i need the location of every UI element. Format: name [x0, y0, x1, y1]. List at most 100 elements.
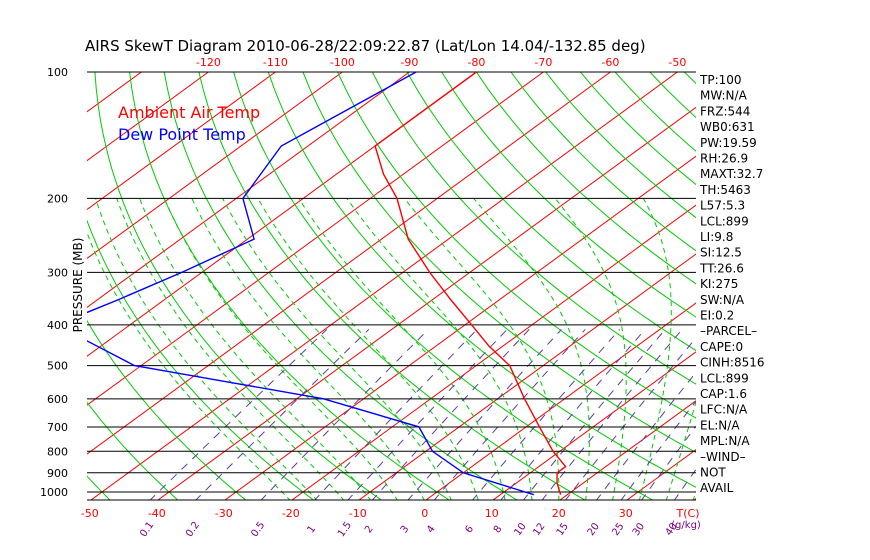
dry-adiabat-line — [198, 72, 586, 500]
moist-adiabat-line — [95, 198, 318, 500]
dry-adiabat-line — [789, 72, 870, 501]
stability-index: PW:19.59 — [700, 136, 757, 150]
top-temperature-tick-label: -110 — [263, 56, 288, 69]
dry-adiabat-line — [94, 72, 383, 500]
top-temperature-tick-labels: -120 -110 -100 -90 -80 -70 -60 -50 — [196, 56, 686, 69]
stability-index: RH:26.9 — [700, 152, 748, 166]
mixing-ratio-line — [541, 329, 683, 500]
stability-index: NOT — [700, 466, 726, 480]
stability-index: AVAIL — [700, 481, 734, 495]
isotherm-line — [87, 72, 276, 211]
stability-index: CAPE:0 — [700, 340, 743, 354]
isotherm-line — [291, 204, 696, 500]
bottom-temperature-tick-label: 0 — [421, 507, 428, 520]
stability-index: LFC:N/A — [700, 403, 748, 417]
top-temperature-tick-label: -50 — [668, 56, 686, 69]
mixing-ratio-tick-labels: 0.1 0.2 0.5 1 1.5 2 3 4 6 8 10 12 15 20 25 30 40(g/kg) — [138, 520, 701, 539]
pressure-tick-label: 300 — [47, 266, 68, 279]
dry-adiabat-line — [475, 72, 696, 285]
isotherm-line — [0, 72, 74, 501]
dry-adiabat-line — [337, 72, 696, 419]
stability-index: WB0:631 — [700, 120, 755, 134]
isotherm-line — [157, 106, 696, 500]
mixing-ratio-tick-label: 0.1 — [138, 520, 156, 539]
moist-adiabat-line — [554, 198, 627, 500]
mixing-ratio-tick-label: 30 — [631, 521, 647, 538]
mixing-ratio-line — [620, 400, 696, 500]
stability-index: L57:5.3 — [700, 199, 745, 213]
top-temperature-tick-label: -120 — [196, 56, 221, 69]
bottom-temperature-tick-label: -40 — [148, 507, 166, 520]
dry-adiabat-line — [87, 219, 315, 500]
bottom-temperature-tick-labels: -50 -40 -30 -20 -10 0 10 20 30 T(C) — [81, 507, 700, 520]
pressure-tick-label: 400 — [47, 319, 68, 332]
top-temperature-tick-label: -100 — [330, 56, 355, 69]
bottom-temperature-tick-label: 20 — [552, 507, 566, 520]
dry-adiabat-line — [233, 72, 654, 500]
mixing-ratio-line — [500, 329, 646, 500]
stability-index: CINH:8516 — [700, 356, 765, 370]
mixing-ratio-tick-label: 20 — [586, 521, 602, 538]
dry-adiabat-line — [0, 72, 43, 501]
dry-adiabat-line — [302, 72, 696, 454]
isotherm-line — [87, 72, 343, 260]
bottom-temperature-tick-label: -50 — [81, 507, 99, 520]
isotherm-line — [87, 72, 544, 406]
moist-adiabat-line — [404, 198, 560, 500]
bottom-temperature-tick-label: 10 — [485, 507, 499, 520]
stability-index: EI:0.2 — [700, 309, 734, 323]
mixing-ratio-line — [471, 329, 621, 500]
stability-index: MW:N/A — [700, 89, 748, 103]
mixing-ratio-tick-label: 1 — [306, 524, 319, 536]
moist-adiabat-line — [139, 198, 372, 500]
dry-adiabat-line — [510, 72, 696, 252]
dry-adiabat-line — [754, 72, 870, 501]
mixing-ratio-tick-label: 0.5 — [249, 520, 267, 539]
stability-index: TH:5463 — [699, 183, 751, 197]
dry-adiabat-line — [441, 72, 696, 318]
moist-adiabat-line — [298, 198, 506, 500]
stability-index: SW:N/A — [700, 293, 745, 307]
isotherm-line — [0, 72, 7, 501]
mixing-ratio-line — [260, 329, 429, 500]
mixing-ratio-line — [433, 329, 586, 500]
dry-adiabat-line — [649, 72, 696, 119]
isotherm-line — [90, 72, 678, 500]
mixing-ratio-tick-label: 25 — [610, 521, 626, 538]
mixing-ratio-tick-label: 2 — [363, 524, 376, 536]
stability-index: MAXT:32.7 — [700, 167, 763, 181]
legend-entry: Ambient Air Temp — [118, 103, 260, 122]
isotherm-line — [87, 72, 209, 162]
pressure-tick-label: 600 — [47, 393, 68, 406]
isotherm-line — [224, 155, 696, 500]
dry-adiabat-line — [87, 475, 111, 500]
isotherm-line — [425, 302, 696, 500]
pressure-tick-labels: 100 200 300 400 500 600 700 800 900 1000 — [40, 66, 68, 499]
y-axis-label: PRESSURE (MB) — [71, 238, 85, 333]
mixing-ratio-line — [314, 329, 478, 500]
isotherm-line — [760, 72, 870, 501]
pressure-tick-label: 500 — [47, 360, 68, 373]
mixing-ratio-line — [407, 329, 562, 500]
dry-adiabat-line — [267, 72, 696, 488]
pressure-tick-label: 100 — [47, 66, 68, 79]
mixing-ratio-tick-label: 10 — [512, 521, 528, 538]
stability-index: KI:275 — [700, 277, 738, 291]
mixing-ratio-unit: (g/kg) — [671, 520, 701, 531]
stability-index: LCL:899 — [700, 214, 749, 228]
legend-entry: Dew Point Temp — [118, 125, 246, 144]
dry-adiabat-line — [87, 401, 179, 500]
moist-adiabat-line — [87, 231, 291, 500]
mixing-ratio-line — [522, 329, 666, 500]
profile-series — [87, 72, 567, 496]
dry-adiabat-line — [406, 72, 696, 352]
isotherm-line — [492, 351, 696, 500]
dry-adiabat-lines — [0, 72, 870, 501]
top-temperature-tick-label: -60 — [601, 56, 619, 69]
legend: Ambient Air Temp Dew Point Temp — [118, 103, 260, 144]
stability-index: –PARCEL– — [700, 324, 757, 338]
moist-adiabat-line — [638, 198, 672, 500]
bottom-temperature-tick-label: -10 — [349, 507, 367, 520]
ambient-air-temp-line — [374, 72, 567, 495]
